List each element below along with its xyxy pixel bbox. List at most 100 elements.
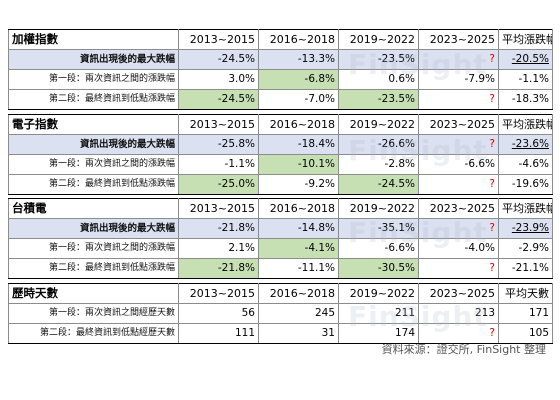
table-1: 加權指數 2013~2015 2016~2018 2019~2022 2023~2025…: [8, 29, 553, 110]
column-header: 2016~2018: [258, 114, 339, 135]
column-header: 2019~2022: [338, 114, 419, 135]
value-cell: -7.0%: [258, 89, 339, 110]
table-header-row: 加權指數 2013~2015 2016~2018 2019~2022 2023~2025…: [8, 29, 553, 50]
average-cell: -23.6%: [498, 134, 553, 155]
table-title: 歷時天數: [8, 283, 179, 304]
table-row: 資訊出現後的最大跌幅 -25.8% -18.4% -26.6%? -23.6%: [8, 134, 553, 155]
value-cell: -9.2%: [258, 174, 339, 195]
value-cell: -10.1%: [258, 154, 339, 175]
table-header-row: 歷時天數 2013~2015 2016~2018 2019~2022 2023~2025…: [8, 283, 553, 304]
value-cell: 56: [178, 303, 259, 324]
column-header: 2013~2015: [178, 283, 259, 304]
table-header-row: 台積電 2013~2015 2016~2018 2019~2022 2023~2025 平…: [8, 198, 553, 219]
value-cell: -4.0%: [418, 238, 499, 259]
value-cell: 3.0%: [178, 69, 259, 90]
row-label: 第一段：兩次資訊之間的漲跌幅: [8, 154, 179, 175]
average-cell: -1.1%: [498, 69, 553, 90]
column-header: 2019~2022: [338, 283, 419, 304]
value-cell: -35.1%: [338, 218, 419, 239]
value-cell: 111: [178, 323, 259, 344]
column-header: 2023~2025: [418, 198, 499, 219]
average-cell: -19.6%: [498, 174, 553, 195]
value-cell: -18.4%: [258, 134, 339, 155]
value-cell: 245: [258, 303, 339, 324]
column-header: 2013~2015: [178, 114, 259, 135]
value-cell: -24.5%: [178, 89, 259, 110]
column-header: 2019~2022: [338, 29, 419, 50]
value-cell: -6.6%: [338, 238, 419, 259]
table-row: 資訊出現後的最大跌幅 -24.5% -13.3% -23.5%? -20.5%: [8, 49, 553, 70]
average-column-header: 平均天數: [498, 283, 553, 304]
table-header-row: 電子指數 2013~2015 2016~2018 2019~2022 2023~2025…: [8, 114, 553, 135]
value-cell: 31: [258, 323, 339, 344]
average-cell: -4.6%: [498, 154, 553, 175]
average-cell: -23.9%: [498, 218, 553, 239]
value-cell: -11.1%: [258, 258, 339, 279]
value-cell: ?: [418, 218, 499, 239]
row-label: 第二段：最終資訊到低點經歷天數: [8, 323, 179, 344]
value-cell: 213: [418, 303, 499, 324]
value-cell: -24.5%: [338, 174, 419, 195]
table-title: 台積電: [8, 198, 179, 219]
value-cell: ?: [418, 89, 499, 110]
value-cell: -24.5%: [178, 49, 259, 70]
value-cell: -6.8%: [258, 69, 339, 90]
average-column-header: 平均漲跌幅: [498, 29, 553, 50]
column-header: 2013~2015: [178, 29, 259, 50]
value-cell: 174: [338, 323, 419, 344]
value-cell: ?: [418, 258, 499, 279]
table-row: 第二段：最終資訊到低點經歷天數 111 31 174? 105: [8, 323, 553, 344]
average-cell: -2.9%: [498, 238, 553, 259]
average-cell: -20.5%: [498, 49, 553, 70]
column-header: 2019~2022: [338, 198, 419, 219]
value-cell: ?: [418, 134, 499, 155]
value-cell: ?: [418, 49, 499, 70]
value-cell: -14.8%: [258, 218, 339, 239]
table-row: 第一段：兩次資訊之間經歷天數 56 245 211 213 171: [8, 303, 553, 324]
average-cell: 171: [498, 303, 553, 324]
table-title: 加權指數: [8, 29, 179, 50]
row-label: 第二段：最終資訊到低點漲跌幅: [8, 89, 179, 110]
row-label: 資訊出現後的最大跌幅: [8, 134, 179, 155]
value-cell: -7.9%: [418, 69, 499, 90]
table-row: 資訊出現後的最大跌幅 -21.8% -14.8% -35.1%? -23.9%: [8, 218, 553, 239]
table-row: 第一段：兩次資訊之間的漲跌幅 -1.1% -10.1% -2.8% -6.6% -4.6%: [8, 154, 553, 175]
table-row: 第二段：最終資訊到低點漲跌幅 -25.0% -9.2% -24.5%? -19.6%: [8, 174, 553, 195]
value-cell: -13.3%: [258, 49, 339, 70]
row-label: 第二段：最終資訊到低點漲跌幅: [8, 258, 179, 279]
average-column-header: 平均漲跌幅: [498, 198, 553, 219]
column-header: 2023~2025: [418, 29, 499, 50]
value-cell: -1.1%: [178, 154, 259, 175]
value-cell: -21.8%: [178, 258, 259, 279]
average-column-header: 平均漲跌幅: [498, 114, 553, 135]
column-header: 2023~2025: [418, 283, 499, 304]
average-cell: 105: [498, 323, 553, 344]
value-cell: 2.1%: [178, 238, 259, 259]
value-cell: -25.8%: [178, 134, 259, 155]
table-3: 台積電 2013~2015 2016~2018 2019~2022 2023~2025 平…: [8, 198, 553, 279]
value-cell: -2.8%: [338, 154, 419, 175]
value-cell: 0.6%: [338, 69, 419, 90]
value-cell: ?: [418, 323, 499, 344]
table-row: 第二段：最終資訊到低點漲跌幅 -21.8% -11.1% -30.5%? -21.1%: [8, 258, 553, 279]
table-row: 第一段：兩次資訊之間的漲跌幅 3.0% -6.8% 0.6% -7.9% -1.1%: [8, 69, 553, 90]
value-cell: -21.8%: [178, 218, 259, 239]
column-header: 2016~2018: [258, 198, 339, 219]
row-label: 第二段：最終資訊到低點漲跌幅: [8, 174, 179, 195]
value-cell: -30.5%: [338, 258, 419, 279]
value-cell: -4.1%: [258, 238, 339, 259]
value-cell: -23.5%: [338, 89, 419, 110]
table-2: 電子指數 2013~2015 2016~2018 2019~2022 2023~2025…: [8, 114, 553, 195]
value-cell: ?: [418, 174, 499, 195]
row-label: 資訊出現後的最大跌幅: [8, 218, 179, 239]
value-cell: 211: [338, 303, 419, 324]
table-row: 第一段：兩次資訊之間的漲跌幅 2.1% -4.1% -6.6% -4.0% -2.9%: [8, 238, 553, 259]
row-label: 資訊出現後的最大跌幅: [8, 49, 179, 70]
row-label: 第一段：兩次資訊之間的漲跌幅: [8, 69, 179, 90]
row-label: 第一段：兩次資訊之間經歷天數: [8, 303, 179, 324]
value-cell: -6.6%: [418, 154, 499, 175]
column-header: 2013~2015: [178, 198, 259, 219]
value-cell: -25.0%: [178, 174, 259, 195]
average-cell: -18.3%: [498, 89, 553, 110]
column-header: 2016~2018: [258, 283, 339, 304]
